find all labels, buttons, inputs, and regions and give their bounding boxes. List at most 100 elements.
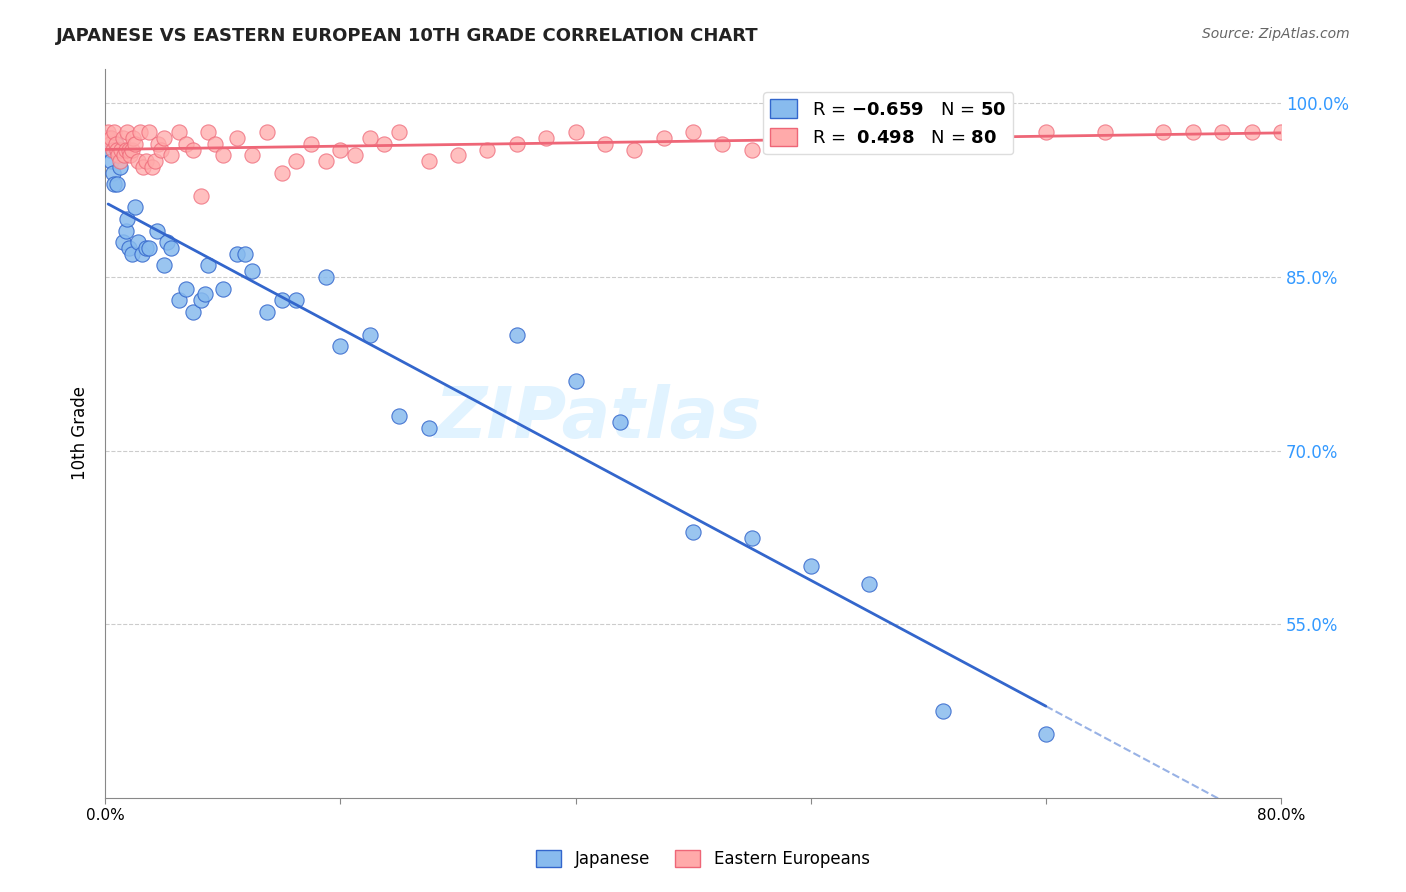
Point xyxy=(932,704,955,718)
Point xyxy=(800,559,823,574)
Point xyxy=(101,166,124,180)
Point xyxy=(132,160,155,174)
Point xyxy=(770,131,793,145)
Point xyxy=(285,154,308,169)
Point xyxy=(1094,125,1116,139)
Point xyxy=(174,136,197,151)
Point xyxy=(233,247,256,261)
Point xyxy=(104,136,127,151)
Point xyxy=(828,125,851,139)
Point xyxy=(211,148,233,162)
Point xyxy=(108,154,131,169)
Legend: Japanese, Eastern Europeans: Japanese, Eastern Europeans xyxy=(530,843,876,875)
Point xyxy=(135,154,157,169)
Point xyxy=(477,143,499,157)
Point xyxy=(167,293,190,307)
Point xyxy=(145,224,167,238)
Point xyxy=(1035,125,1057,139)
Legend: R = $\mathbf{-0.659}$   N = $\mathbf{50}$, R =  $\mathbf{0.498}$   N = $\mathbf{: R = $\mathbf{-0.659}$ N = $\mathbf{50}$,… xyxy=(763,92,1014,154)
Point xyxy=(946,131,969,145)
Point xyxy=(534,131,557,145)
Point xyxy=(741,531,763,545)
Point xyxy=(256,304,278,318)
Point xyxy=(111,235,134,250)
Point xyxy=(1388,125,1406,139)
Point xyxy=(117,125,139,139)
Point xyxy=(418,154,440,169)
Point xyxy=(1358,125,1381,139)
Text: Source: ZipAtlas.com: Source: ZipAtlas.com xyxy=(1202,27,1350,41)
Point xyxy=(108,160,131,174)
Point xyxy=(153,259,176,273)
Point xyxy=(1035,727,1057,741)
Point xyxy=(976,136,998,151)
Point xyxy=(388,125,411,139)
Point xyxy=(418,420,440,434)
Point xyxy=(121,143,143,157)
Point xyxy=(270,293,292,307)
Point xyxy=(107,148,129,162)
Point xyxy=(1329,125,1351,139)
Point xyxy=(344,148,367,162)
Point xyxy=(682,524,704,539)
Point xyxy=(103,125,125,139)
Point xyxy=(240,148,263,162)
Point xyxy=(197,259,219,273)
Point xyxy=(564,374,586,388)
Point xyxy=(153,131,176,145)
Point xyxy=(138,241,160,255)
Point xyxy=(447,148,470,162)
Point xyxy=(101,143,124,157)
Point xyxy=(124,201,146,215)
Point xyxy=(122,131,145,145)
Point xyxy=(388,409,411,423)
Point xyxy=(190,293,212,307)
Point xyxy=(329,339,352,353)
Point xyxy=(150,143,173,157)
Point xyxy=(197,125,219,139)
Point xyxy=(114,143,136,157)
Point xyxy=(1240,125,1263,139)
Point xyxy=(256,125,278,139)
Point xyxy=(329,143,352,157)
Point xyxy=(131,247,153,261)
Point xyxy=(741,143,763,157)
Point xyxy=(190,189,212,203)
Point xyxy=(682,125,704,139)
Point xyxy=(118,241,141,255)
Point xyxy=(111,131,134,145)
Point xyxy=(623,143,645,157)
Point xyxy=(183,304,205,318)
Point xyxy=(652,131,675,145)
Point xyxy=(299,136,322,151)
Point xyxy=(135,241,157,255)
Point xyxy=(270,166,292,180)
Point xyxy=(160,241,183,255)
Point xyxy=(1299,125,1322,139)
Point xyxy=(100,131,122,145)
Point xyxy=(141,160,163,174)
Point xyxy=(359,327,381,342)
Point xyxy=(593,136,616,151)
Point xyxy=(711,136,734,151)
Point xyxy=(226,131,249,145)
Point xyxy=(124,136,146,151)
Point xyxy=(146,136,169,151)
Point xyxy=(156,235,179,250)
Point xyxy=(174,281,197,295)
Point xyxy=(1152,125,1174,139)
Point xyxy=(127,235,149,250)
Point xyxy=(564,125,586,139)
Point xyxy=(105,143,128,157)
Point xyxy=(96,131,118,145)
Point xyxy=(506,327,529,342)
Point xyxy=(359,131,381,145)
Point xyxy=(129,125,152,139)
Point xyxy=(98,143,121,157)
Point xyxy=(98,136,121,151)
Point xyxy=(1181,125,1204,139)
Point xyxy=(1211,125,1233,139)
Point xyxy=(138,125,160,139)
Point xyxy=(858,577,880,591)
Point xyxy=(167,125,190,139)
